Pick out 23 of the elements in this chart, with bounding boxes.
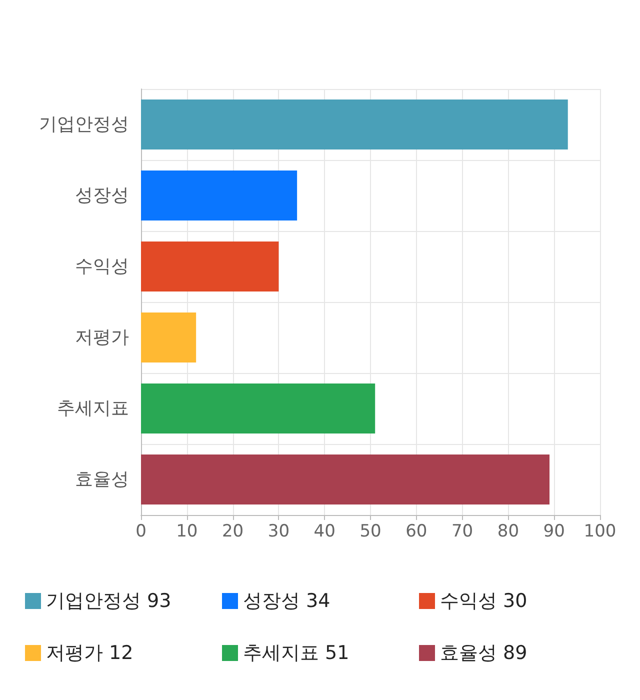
x-tick-label: 50 [360,522,382,542]
x-tick-label: 0 [136,522,146,542]
x-tick-label: 40 [314,522,336,542]
y-tick-label: 추세지표 [57,398,129,419]
x-tick-label: 30 [268,522,290,542]
x-tick-label: 100 [584,522,616,542]
legend-label: 효율성 89 [440,642,528,664]
x-tick-label: 20 [222,522,244,542]
x-tick-label: 90 [543,522,565,542]
y-tick-label: 기업안정성 [39,114,129,135]
legend-label: 수익성 30 [440,590,528,612]
y-tick-label: 수익성 [75,256,129,277]
x-tick-label: 10 [176,522,198,542]
y-tick-label: 성장성 [75,185,129,206]
legend-label: 기업안정성 93 [46,590,172,612]
x-tick-label: 60 [406,522,428,542]
x-tick-label: 70 [451,522,474,542]
legend-label: 성장성 34 [243,590,330,612]
y-tick-label: 효율성 [75,469,129,490]
legend-label: 추세지표 51 [243,642,350,664]
x-tick-label: 80 [497,522,520,542]
y-tick-label: 저평가 [75,327,129,348]
legend-label: 저평가 12 [46,642,134,664]
